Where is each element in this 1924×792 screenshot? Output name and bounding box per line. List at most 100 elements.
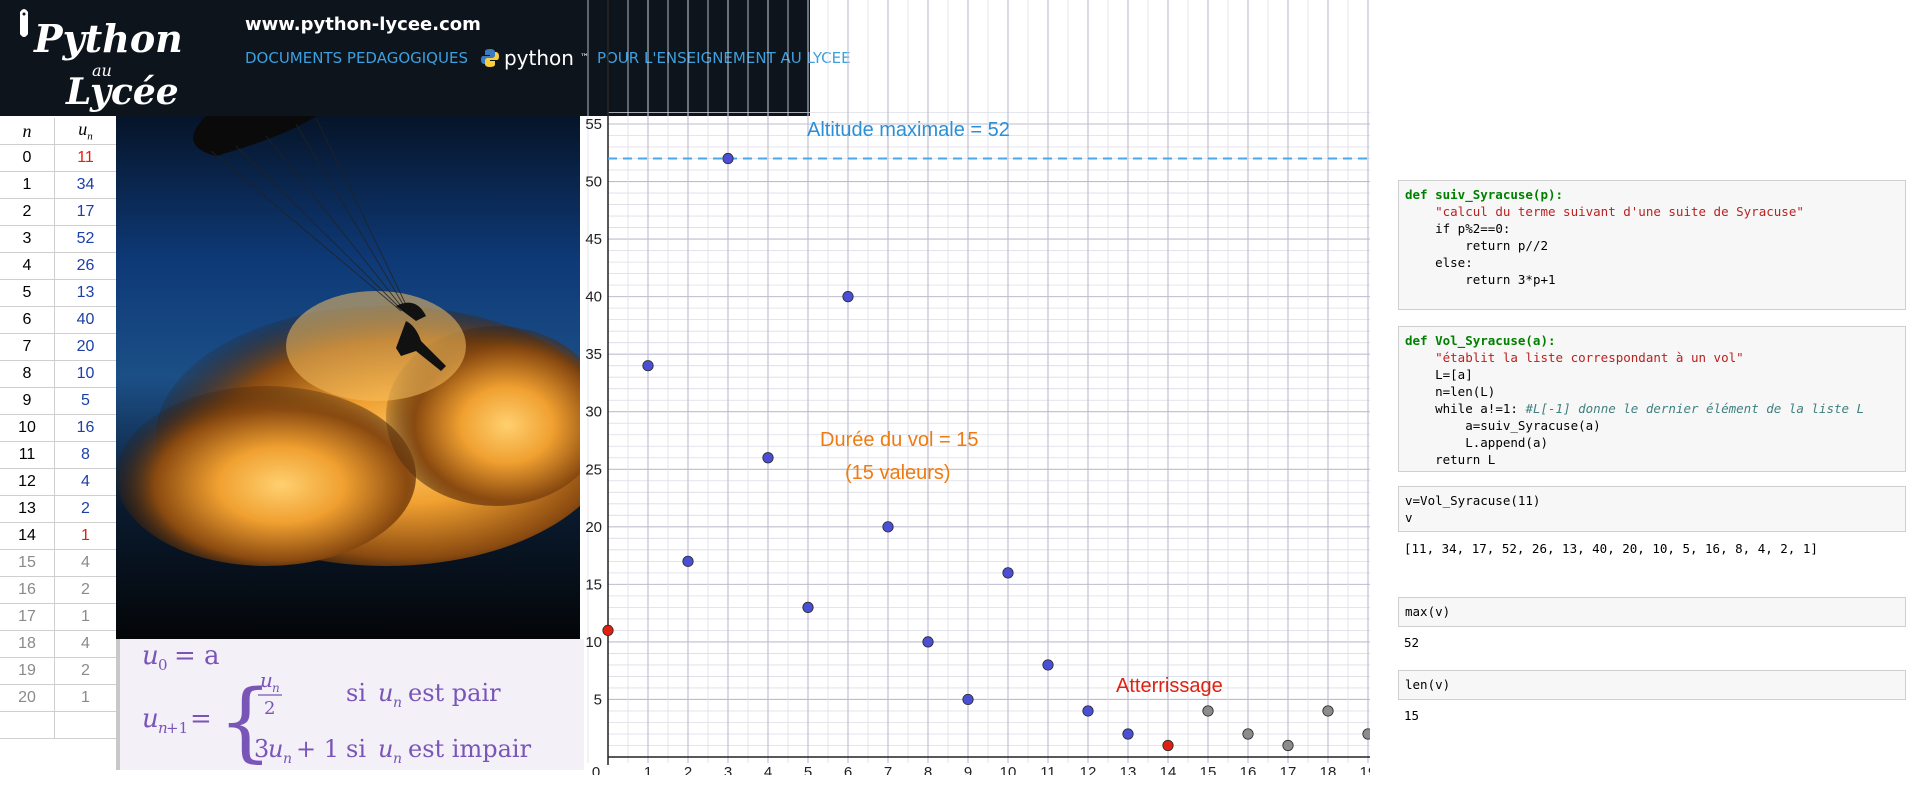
x-tick-label: 1: [644, 764, 652, 775]
data-point: [722, 152, 734, 165]
svg-text:=: =: [190, 704, 212, 734]
code-cell-vol-syracuse[interactable]: def Vol_Syracuse(a): "établit la liste c…: [1398, 326, 1906, 472]
svg-text:Lycée: Lycée: [65, 71, 179, 112]
svg-text:0: 0: [158, 656, 168, 674]
code-line: v=Vol_Syracuse(11): [1405, 493, 1541, 508]
table-row: 17 1: [0, 603, 116, 631]
cell-un: 5: [54, 387, 116, 415]
cell-un: 40: [54, 306, 116, 334]
x-tick-label: 2: [684, 764, 692, 775]
x-tick-label: 10: [1000, 764, 1017, 775]
code-line: v: [1405, 510, 1413, 525]
cell-un: [54, 711, 116, 739]
svg-text:Python: Python: [33, 16, 183, 61]
data-point: [922, 636, 934, 648]
x-tick-label: 7: [884, 764, 892, 775]
cell-n: 20: [0, 684, 55, 712]
code-cell-suiv-syracuse[interactable]: def suiv_Syracuse(p): "calcul du terme s…: [1398, 180, 1906, 310]
data-point: [1002, 567, 1014, 579]
x-tick-label: 5: [804, 764, 812, 775]
table-row: 10 16: [0, 414, 116, 442]
cell-un: 1: [54, 522, 116, 550]
python-au-lycee-logo: Python au Lycée: [20, 9, 183, 112]
cell-un: 52: [54, 225, 116, 253]
cell-n: 6: [0, 306, 55, 334]
table-row: 3 52: [0, 225, 116, 253]
code-line: def Vol_Syracuse(a):: [1405, 333, 1556, 348]
y-tick-label: 40: [585, 289, 602, 306]
code-line: if p%2==0:: [1435, 221, 1511, 236]
cell-n: 16: [0, 576, 55, 604]
chart-points: [602, 152, 1370, 752]
cell-n: 2: [0, 198, 55, 226]
cell-n: 19: [0, 657, 55, 685]
data-point: [1322, 705, 1334, 717]
data-point: [1282, 739, 1294, 752]
site-url[interactable]: www.python-lycee.com: [245, 14, 481, 35]
code-cell-max[interactable]: max(v): [1398, 597, 1906, 627]
y-tick-label: 5: [594, 691, 602, 708]
cell-n: 15: [0, 549, 55, 577]
data-point: [1362, 728, 1370, 740]
code-line: return 3*p+1: [1465, 272, 1556, 287]
sequence-values-table: n un 0 11 1 34 2 17 3 52 4 26 5 13 6 40 7 20 8 10 9 5 10 16 11…: [0, 118, 116, 739]
svg-text:+ 1: + 1: [296, 735, 339, 763]
svg-text:= a: = a: [174, 641, 220, 671]
cell-un: 2: [54, 657, 116, 685]
chart-grid: [587, 0, 1370, 763]
table-row: 12 4: [0, 468, 116, 496]
y-tick-label: 50: [585, 174, 602, 191]
table-header-row: n un: [0, 118, 116, 145]
cell-un: 11: [54, 144, 116, 172]
table-row: 5 13: [0, 279, 116, 307]
data-point: [882, 521, 894, 533]
code-line: else:: [1435, 255, 1473, 270]
cell-un: 4: [54, 468, 116, 496]
chart-tick-labels: 0123456789101112131415161718195101520253…: [585, 116, 1370, 775]
cell-un: 13: [54, 279, 116, 307]
svg-text:est pair: est pair: [408, 679, 501, 707]
svg-text:n: n: [283, 751, 292, 767]
data-point: [962, 693, 974, 706]
column-header-n: n: [0, 118, 55, 145]
x-tick-label: 19: [1360, 764, 1370, 775]
table-row: 0 11: [0, 144, 116, 172]
annotation-values-count: (15 valeurs): [845, 462, 951, 484]
svg-text:+1: +1: [166, 719, 188, 737]
cell-n: 5: [0, 279, 55, 307]
table-row: 20 1: [0, 684, 116, 712]
code-comment: #L[-1] donne le dernier élément de la li…: [1525, 401, 1865, 416]
code-cell-call[interactable]: v=Vol_Syracuse(11) v: [1398, 486, 1906, 532]
cell-un: 1: [54, 603, 116, 631]
table-row: 1 34: [0, 171, 116, 199]
code-line: return L: [1435, 452, 1496, 467]
svg-text:si: si: [346, 679, 366, 707]
cell-un: 20: [54, 333, 116, 361]
code-line: L.append(a): [1465, 435, 1549, 450]
column-header-un: un: [54, 118, 116, 145]
cell-un: 10: [54, 360, 116, 388]
x-tick-label: 9: [964, 764, 972, 775]
table-row: 15 4: [0, 549, 116, 577]
table-row: 13 2: [0, 495, 116, 523]
y-tick-label: 15: [585, 576, 602, 593]
output-max: 52: [1404, 635, 1420, 650]
code-line: max(v): [1405, 604, 1451, 619]
data-point: [762, 452, 774, 464]
output-list: [11, 34, 17, 52, 26, 13, 40, 20, 10, 5, …: [1404, 541, 1818, 556]
code-line: def suiv_Syracuse(p):: [1405, 187, 1564, 202]
code-line: "établit la liste correspondant à un vol…: [1435, 350, 1744, 365]
svg-text:u: u: [142, 641, 159, 671]
tagline: DOCUMENTS PEDAGOGIQUES python ™ POUR L'EN…: [245, 46, 851, 70]
cell-n: 12: [0, 468, 55, 496]
jupyter-notebook: def suiv_Syracuse(p): "calcul du terme s…: [1398, 0, 1908, 792]
code-cell-len[interactable]: len(v): [1398, 670, 1906, 700]
svg-text:n: n: [272, 681, 280, 695]
cell-n: 1: [0, 171, 55, 199]
tagline-python: python: [503, 46, 574, 70]
svg-text:u: u: [378, 735, 393, 763]
annotation-max-altitude: Altitude maximale = 52: [807, 119, 1010, 141]
data-point: [842, 291, 854, 303]
